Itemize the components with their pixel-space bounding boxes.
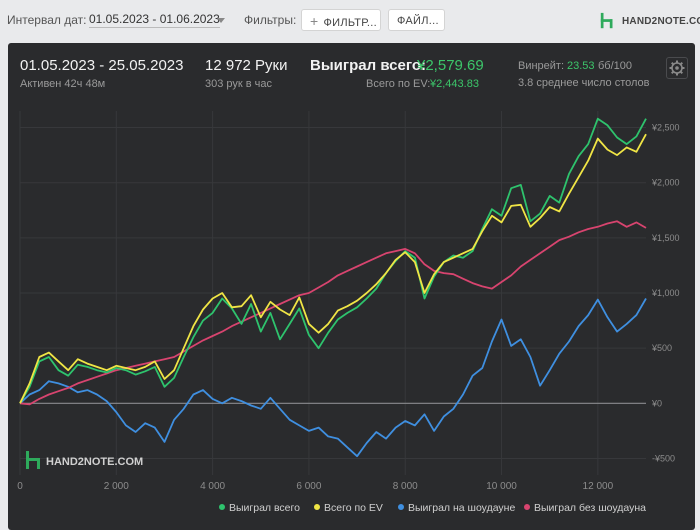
interval-label: Интервал дат: [7, 13, 87, 27]
chart-watermark: HAND2NOTE.COM [26, 451, 143, 469]
series-line-1 [19, 133, 647, 404]
summary-hands-rate: 303 рук в час [205, 78, 273, 90]
legend-marker [524, 504, 530, 510]
won-total-label: Выиграл всего: [310, 57, 427, 74]
chart-grid [19, 111, 646, 475]
winrate-label: Винрейт: [518, 60, 565, 72]
series-line-3 [19, 220, 647, 406]
ev-label: Всего по EV: [366, 78, 431, 90]
legend-marker [398, 504, 404, 510]
chart-ticks: 0 2 000 4 000 6 000 8 000 10 000 12 000 -¥500 ¥0… [17, 123, 679, 492]
summary-hands: 12 972 Руки [205, 57, 288, 74]
tables-average: 3.8 среднее число столов [518, 77, 650, 89]
y-tick-label: ¥2,000 [651, 178, 680, 188]
legend-marker [314, 504, 320, 510]
date-range-select[interactable]: 01.05.2023 - 01.06.2023 [89, 12, 220, 28]
summary-active-time: Активен 42ч 48м [20, 78, 106, 90]
y-tick-label: ¥500 [651, 343, 672, 353]
x-tick-label: 0 [17, 481, 23, 492]
watermark-logo-leg [37, 458, 40, 469]
file-button-label: ФАЙЛ... [397, 15, 439, 27]
won-total-value: ¥2,579.69 [417, 57, 484, 74]
x-tick-label: 6 000 [296, 481, 321, 492]
y-tick-label: ¥1,500 [651, 233, 680, 243]
legend-marker [219, 504, 225, 510]
series-line-0 [19, 117, 647, 404]
chart-legend: Выиграл всего Всего по EV Выиграл на шоуда… [219, 502, 646, 514]
y-tick-label: ¥1,000 [651, 288, 680, 298]
watermark-logo-bar [26, 458, 40, 461]
watermark-text: HAND2NOTE.COM [46, 456, 143, 468]
file-button[interactable]: ФАЙЛ... [388, 9, 445, 31]
gear-icon [669, 60, 685, 76]
filters-label: Фильтры: [244, 13, 297, 27]
x-tick-label: 8 000 [393, 481, 418, 492]
y-tick-label: ¥2,500 [651, 123, 680, 133]
settings-button[interactable] [666, 57, 688, 79]
brand-logo-text: HAND2NOTE.COM [622, 16, 700, 27]
winrate-value: 23.53 [567, 60, 595, 72]
x-tick-label: 2 000 [104, 481, 129, 492]
ev-value: ¥2,443.83 [430, 78, 479, 90]
x-tick-label: 12 000 [583, 481, 614, 492]
chart-series-group [19, 117, 647, 458]
graph-panel: 01.05.2023 - 25.05.2023 Активен 42ч 48м … [8, 43, 695, 530]
legend-label: Выиграл на шоудауне [408, 502, 515, 514]
plus-icon: + [310, 13, 319, 29]
profit-chart: 0 2 000 4 000 6 000 8 000 10 000 12 000 -¥500 ¥0… [17, 111, 680, 514]
y-tick-label: ¥0 [651, 398, 662, 408]
legend-label: Выиграл без шоудауна [534, 502, 646, 514]
series-line-2 [19, 298, 647, 458]
summary-date-range: 01.05.2023 - 25.05.2023 [20, 57, 184, 74]
legend-label: Всего по EV [324, 502, 383, 514]
winrate-unit: бб/100 [598, 60, 633, 72]
x-tick-label: 4 000 [200, 481, 225, 492]
chevron-down-icon[interactable] [217, 18, 225, 23]
filter-button[interactable]: + ФИЛЬТР... [301, 9, 381, 31]
x-tick-label: 10 000 [486, 481, 517, 492]
y-tick-label: -¥500 [652, 453, 675, 463]
legend-label: Выиграл всего [229, 502, 300, 514]
toolbar: Интервал дат: 01.05.2023 - 01.06.2023 Фи… [0, 0, 700, 40]
hand2note-logo-icon [600, 12, 613, 29]
filter-button-label: ФИЛЬТР... [323, 17, 377, 29]
